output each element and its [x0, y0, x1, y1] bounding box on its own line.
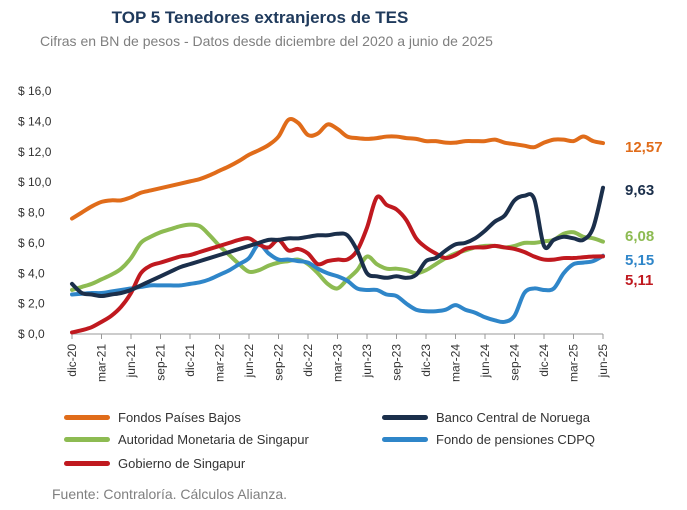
- y-tick-label: $ 10,0: [18, 175, 52, 189]
- x-axis: dic-20 mar-21 jun-21 sep-21 dic-21 mar-22 jun-…: [65, 333, 610, 382]
- x-tick-label: jun-21: [124, 344, 138, 379]
- x-tick-label: jun-22: [242, 344, 256, 379]
- legend-item-gobierno-singapur: Gobierno de Singapur: [64, 456, 245, 471]
- x-tick-label: mar-23: [331, 344, 345, 382]
- series-line-2: [70, 222, 605, 292]
- x-tick-label: jun-25: [596, 344, 610, 379]
- x-tick-label: jun-24: [478, 344, 492, 379]
- legend-swatch: [64, 461, 110, 466]
- x-tick-label: sep-21: [154, 344, 168, 381]
- legend-item-banco-central-noruega: Banco Central de Noruega: [382, 410, 590, 425]
- source-note: Fuente: Contraloría. Cálculos Alianza.: [52, 486, 288, 502]
- y-tick-label: $ 8,0: [18, 206, 45, 220]
- series-end-labels: 12,57 9,63 6,08 5,15 5,11: [625, 139, 663, 289]
- x-tick-label: mar-25: [567, 344, 581, 382]
- legend-swatch: [382, 437, 428, 442]
- y-axis: $ 0,0 $ 2,0 $ 4,0 $ 6,0 $ 8,0 $ 10,0 $ 12,0 $ 1…: [18, 84, 52, 341]
- legend-label: Fondo de pensiones CDPQ: [436, 432, 595, 447]
- y-tick-label: $ 6,0: [18, 236, 45, 250]
- chart-subtitle: Cifras en BN de pesos - Datos desde dici…: [40, 33, 493, 49]
- x-tick-label: dic-23: [419, 344, 433, 377]
- end-value-label: 5,11: [625, 272, 653, 289]
- legend-swatch: [64, 415, 110, 420]
- y-tick-label: $ 2,0: [18, 297, 45, 311]
- x-tick-label: mar-22: [213, 344, 227, 382]
- x-tick-label: mar-21: [95, 344, 109, 382]
- legend-swatch: [64, 437, 110, 442]
- y-tick-label: $ 0,0: [18, 327, 45, 341]
- end-value-label: 12,57: [625, 139, 663, 156]
- x-tick-label: sep-22: [272, 344, 286, 381]
- series-lines: [70, 117, 605, 335]
- legend-item-fondos-paises-bajos: Fondos Países Bajos: [64, 410, 241, 425]
- series-line-0: [70, 117, 605, 221]
- x-tick-label: dic-21: [183, 344, 197, 377]
- x-tick-label: sep-23: [390, 344, 404, 381]
- series-line-3: [70, 242, 605, 325]
- y-tick-label: $ 4,0: [18, 266, 45, 280]
- x-tick-label: dic-24: [537, 344, 551, 377]
- y-tick-label: $ 12,0: [18, 145, 52, 159]
- legend-label: Autoridad Monetaria de Singapur: [118, 432, 309, 447]
- x-tick-label: mar-24: [449, 344, 463, 382]
- series-line-4: [70, 194, 605, 335]
- x-tick-label: jun-23: [360, 344, 374, 379]
- legend-item-autoridad-monetaria-singapur: Autoridad Monetaria de Singapur: [64, 432, 309, 447]
- y-tick-label: $ 16,0: [18, 84, 52, 98]
- legend-label: Fondos Países Bajos: [118, 410, 241, 425]
- legend-swatch: [382, 415, 428, 420]
- end-value-label: 9,63: [625, 182, 654, 199]
- chart-title: TOP 5 Tenedores extranjeros de TES: [111, 8, 409, 27]
- series-line-1: [70, 185, 605, 299]
- end-value-label: 5,15: [625, 252, 654, 269]
- legend-item-fondo-pensiones-cdpq: Fondo de pensiones CDPQ: [382, 432, 595, 447]
- end-value-label: 6,08: [625, 228, 654, 245]
- x-tick-label: sep-24: [508, 344, 522, 381]
- x-tick-label: dic-22: [301, 344, 315, 377]
- x-tick-label: dic-20: [65, 344, 79, 377]
- y-tick-label: $ 14,0: [18, 114, 52, 128]
- legend-label: Gobierno de Singapur: [118, 456, 246, 471]
- legend-label: Banco Central de Noruega: [436, 410, 590, 425]
